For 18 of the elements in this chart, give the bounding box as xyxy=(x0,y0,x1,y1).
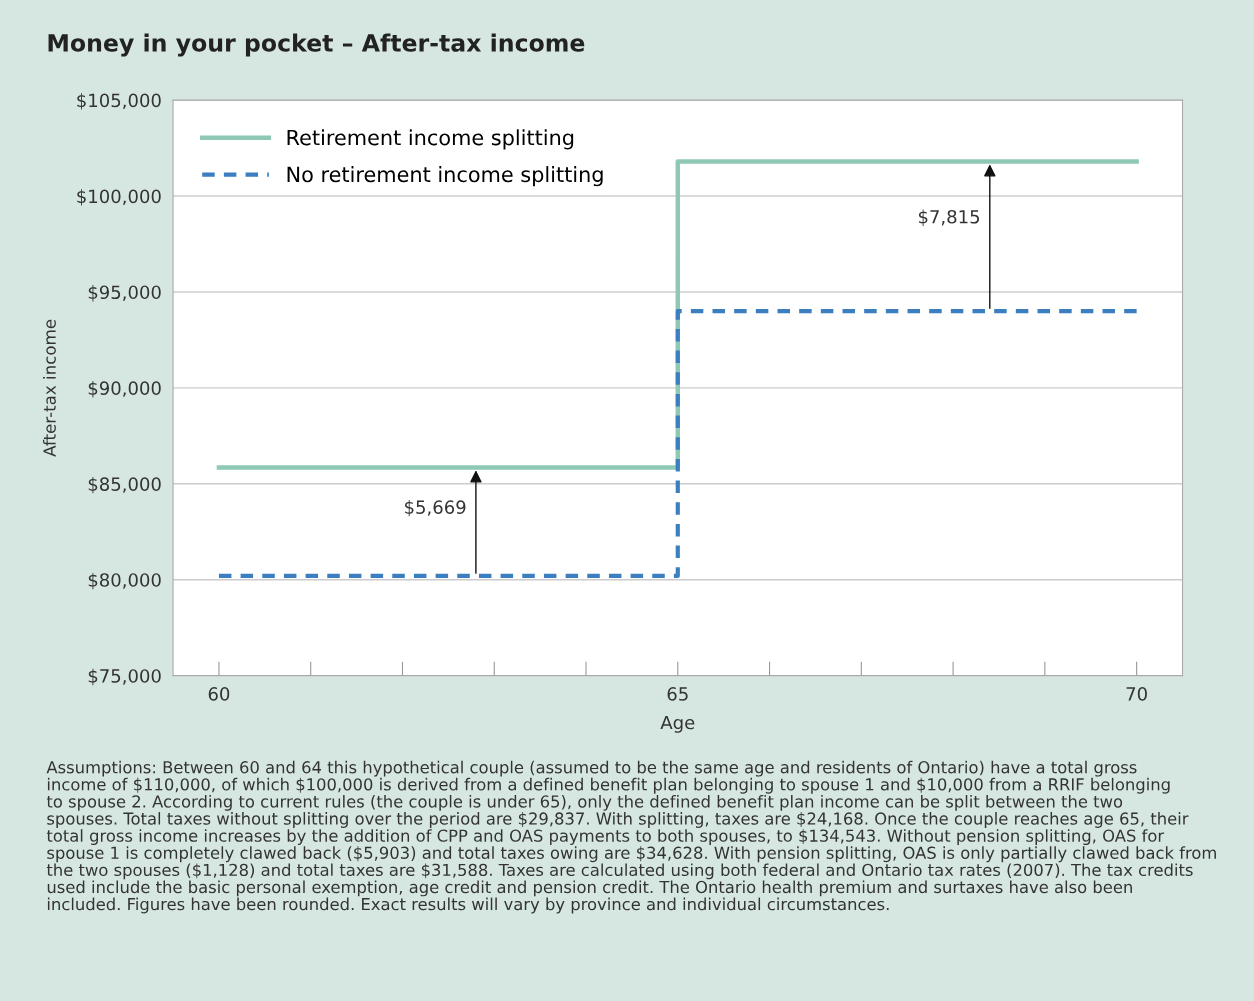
y-tick-label: $85,000 xyxy=(88,476,161,494)
y-tick-label: $100,000 xyxy=(77,189,161,206)
x-axis-title: Age xyxy=(660,715,695,733)
legend-label: No retirement income splitting xyxy=(287,166,603,187)
y-tick-label: $80,000 xyxy=(88,572,161,590)
y-tick-label: $90,000 xyxy=(88,381,161,398)
chart-title: Money in your pocket – After-tax income xyxy=(48,33,585,57)
text: Assumptions: Between 60 and 64 this hypothetical couple (assumed to be the same age and residents of Ontario) have a total gross income of $110,000, of which $100,000 is derived from a defined benefit plan belonging to spouse 1 and $10,000 from a RRIF belonging to spouse 2. According to current rules (the couple is under 65), only the defined benefit plan income can be split between the two spouses. Total taxes without splitting over the period are $29,837. With splitting, taxes are $24,168. Once the couple reaches age 65, their total gross income increases by the addition of CPP and OAS payments to both spouses, to $134,543. Without pension splitting, OAS for spouse 1 is completely clawed back ($5,903) and total taxes owing are $34,628. With pension splitting, OAS is only partially clawed back from the two spouses ($1,128) and total taxes are $31,588. Taxes are calculated using both federal and Ontario tax rates (2007). The tax credits used include the basic personal exemption, age credit and pension credit. The Ontario health premium and surtaxes have also been included. Figures have been rounded. Exact results will vary by province and individual circumstances. xyxy=(46,760,1216,914)
annotation: $5,669 xyxy=(405,499,466,517)
y-tick-label: $75,000 xyxy=(88,668,161,686)
x-tick-label: 65 xyxy=(667,687,688,701)
y-tick-label: $105,000 xyxy=(77,93,161,110)
legend-label: Retirement income splitting xyxy=(287,129,574,150)
annotation: $7,815 xyxy=(918,209,980,226)
x-tick-label: 70 xyxy=(1126,687,1147,701)
x-tick-label: 60 xyxy=(208,687,230,701)
y-axis-title: After-tax income xyxy=(42,319,56,457)
y-tick-label: $95,000 xyxy=(88,285,161,302)
